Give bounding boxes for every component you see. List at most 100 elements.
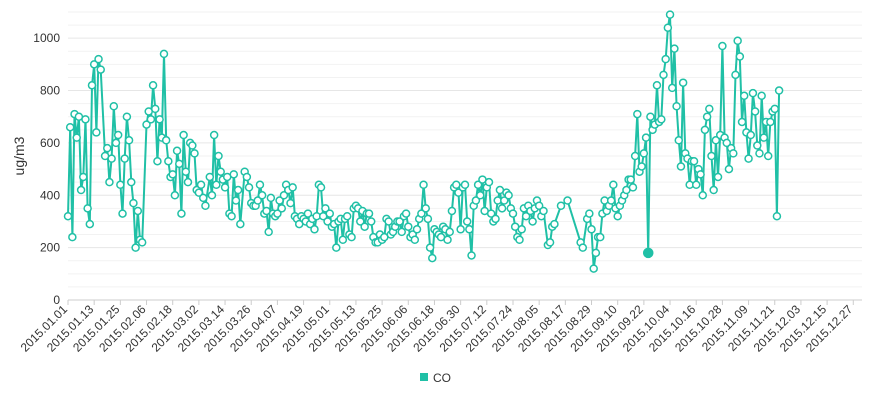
data-point[interactable] [419, 180, 428, 190]
data-point[interactable] [137, 238, 147, 247]
data-point[interactable] [609, 180, 618, 190]
data-point[interactable] [759, 133, 769, 142]
data-point[interactable] [772, 211, 782, 221]
data-point[interactable] [750, 107, 760, 116]
data-point[interactable] [94, 54, 103, 64]
data-point[interactable] [696, 170, 705, 179]
data-point[interactable] [661, 54, 670, 64]
data-point[interactable] [659, 70, 668, 80]
data-point[interactable] [410, 235, 420, 245]
data-point[interactable] [563, 196, 572, 205]
data-point[interactable] [674, 136, 684, 145]
data-point[interactable] [148, 81, 158, 90]
data-point[interactable] [718, 41, 727, 51]
data-point[interactable] [105, 177, 114, 187]
data-point[interactable] [443, 235, 452, 245]
data-point[interactable] [146, 115, 156, 124]
data-point[interactable] [201, 201, 210, 210]
data-point[interactable] [417, 209, 426, 218]
data-point[interactable] [164, 156, 173, 166]
data-point[interactable] [633, 109, 642, 119]
data-point[interactable] [663, 23, 673, 32]
data-point[interactable] [347, 232, 356, 242]
data-point[interactable] [705, 104, 714, 114]
data-point[interactable] [729, 149, 738, 158]
data-point[interactable] [227, 211, 236, 221]
data-point[interactable] [107, 154, 116, 163]
data-point[interactable] [96, 65, 105, 74]
data-point[interactable] [338, 235, 348, 245]
data-point[interactable] [766, 117, 775, 127]
data-point[interactable] [515, 235, 524, 245]
data-point[interactable] [170, 191, 180, 200]
data-point[interactable] [428, 253, 437, 263]
data-point[interactable] [423, 214, 433, 224]
legend-swatch-co[interactable] [420, 373, 428, 381]
data-point[interactable] [753, 141, 762, 150]
data-point[interactable] [691, 180, 701, 190]
data-point[interactable] [637, 162, 646, 171]
data-point[interactable] [486, 209, 496, 218]
data-point[interactable] [670, 44, 679, 53]
data-point[interactable] [657, 115, 666, 124]
data-point[interactable] [124, 136, 134, 145]
data-point[interactable] [83, 204, 92, 213]
data-point[interactable] [733, 36, 742, 46]
data-point[interactable] [739, 91, 749, 101]
data-point[interactable] [412, 225, 422, 234]
data-point[interactable] [735, 52, 745, 61]
data-point[interactable] [722, 138, 732, 148]
data-point[interactable] [183, 177, 193, 187]
data-point[interactable] [639, 149, 649, 158]
data-point[interactable] [116, 180, 125, 190]
data-point[interactable] [109, 102, 119, 111]
data-point[interactable] [476, 191, 485, 200]
data-point[interactable] [68, 232, 77, 242]
data-point[interactable] [92, 128, 101, 137]
data-point[interactable] [484, 177, 494, 187]
data-point[interactable] [545, 238, 555, 247]
data-point[interactable] [172, 146, 182, 156]
data-point[interactable] [188, 141, 197, 150]
data-point[interactable] [279, 191, 289, 200]
data-point[interactable] [746, 130, 756, 140]
data-point[interactable] [103, 143, 112, 153]
data-point[interactable] [500, 196, 509, 205]
data-point[interactable] [646, 112, 655, 121]
data-point[interactable] [578, 243, 588, 252]
data-point[interactable] [342, 211, 352, 221]
data-point[interactable] [177, 209, 186, 218]
data-point[interactable] [534, 201, 544, 210]
data-point[interactable] [190, 149, 199, 158]
data-point[interactable] [606, 196, 616, 205]
data-point[interactable] [770, 104, 779, 114]
data-point[interactable] [700, 125, 710, 135]
data-point[interactable] [591, 248, 601, 258]
data-point[interactable] [595, 232, 605, 242]
data-point[interactable] [242, 172, 252, 182]
data-point[interactable] [79, 172, 88, 182]
data-point[interactable] [589, 264, 598, 273]
data-point-highlighted[interactable] [642, 247, 654, 259]
data-point[interactable] [774, 86, 784, 95]
data-point[interactable] [384, 217, 393, 226]
data-point[interactable] [266, 193, 276, 203]
data-point[interactable] [129, 198, 138, 208]
data-point[interactable] [737, 117, 747, 127]
data-point[interactable] [72, 133, 81, 142]
data-point[interactable] [528, 217, 537, 226]
data-point[interactable] [421, 204, 430, 213]
data-point[interactable] [665, 10, 675, 19]
data-point[interactable] [521, 211, 531, 221]
data-point[interactable] [133, 206, 143, 216]
data-point[interactable] [85, 219, 95, 229]
data-point[interactable] [321, 204, 330, 213]
data-point[interactable] [87, 81, 97, 90]
data-point[interactable] [702, 112, 712, 121]
data-point[interactable] [316, 183, 326, 192]
data-point[interactable] [652, 81, 662, 90]
data-point[interactable] [257, 191, 267, 200]
data-point[interactable] [454, 188, 463, 197]
data-point[interactable] [587, 225, 596, 234]
data-point[interactable] [497, 204, 507, 213]
